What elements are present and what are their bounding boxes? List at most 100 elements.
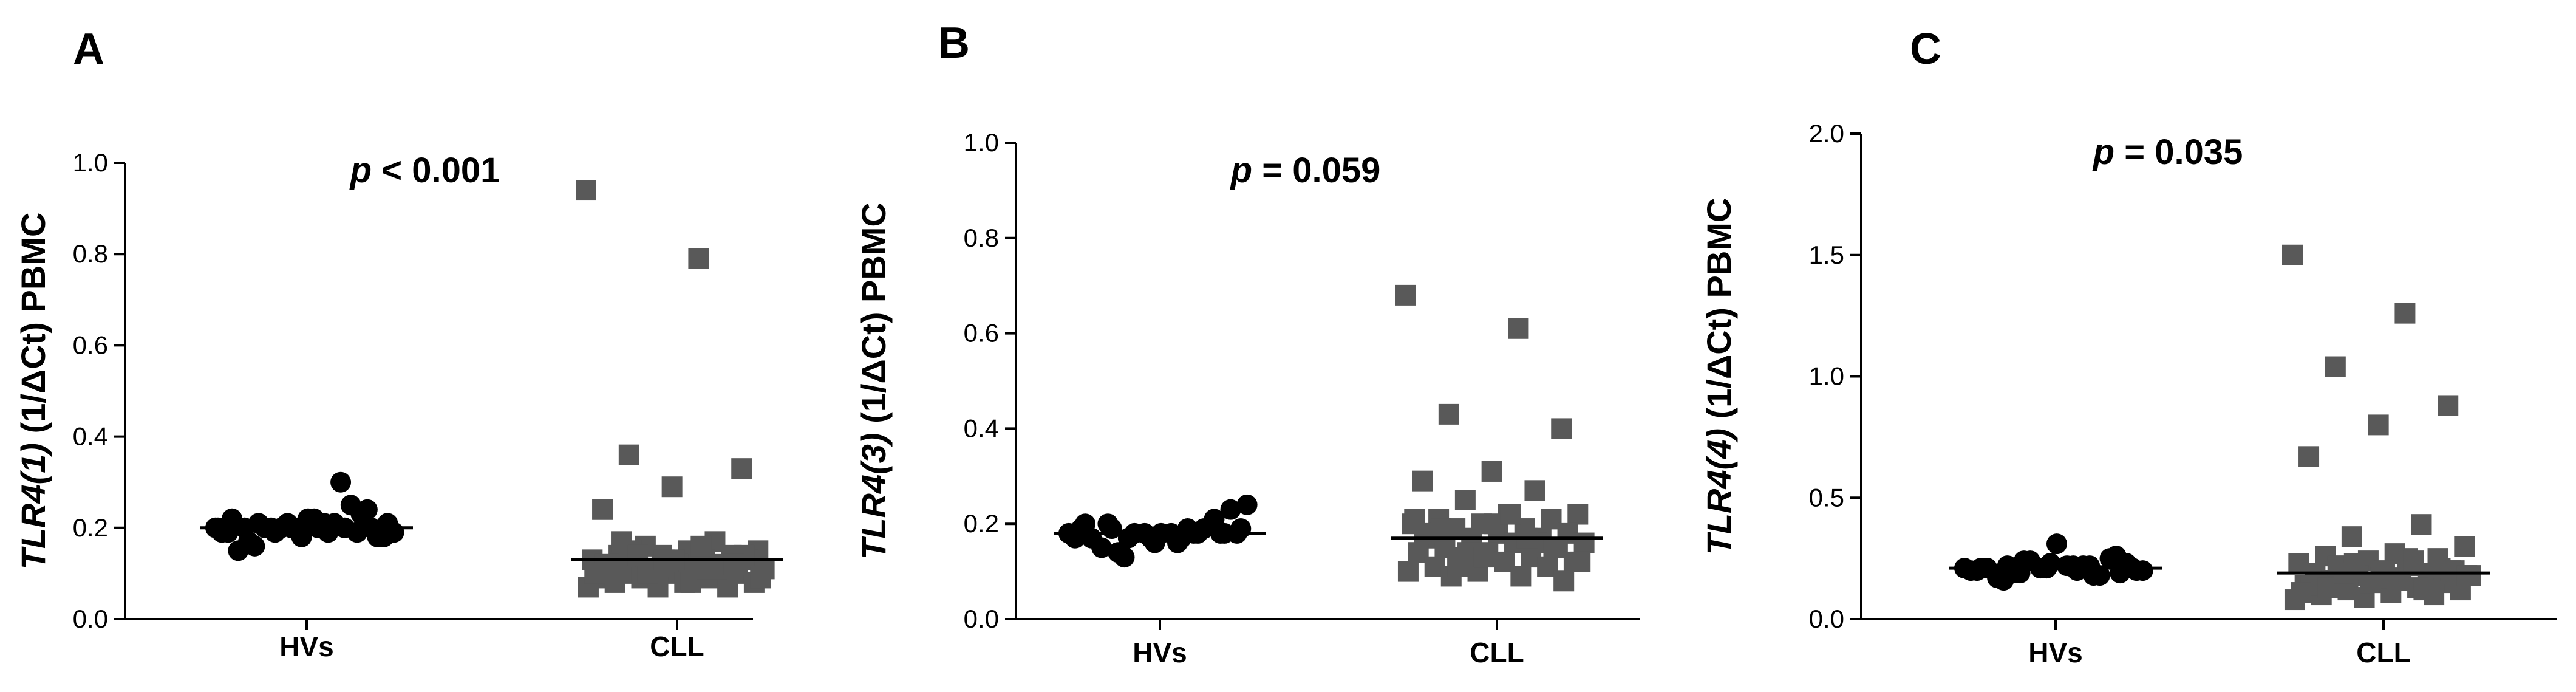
cll-point	[1573, 532, 1595, 553]
p-symbol: p	[349, 151, 372, 190]
cll-point	[750, 567, 771, 589]
x-tick-label: HVs	[279, 631, 333, 662]
cll-point	[1508, 318, 1529, 339]
chart-panel-c: C 0.0 0.5 1.0 1.5 2.0 HVs CLL TLR4(4) (1/ΔCt) PB…	[1700, 25, 2557, 668]
cll-point	[2282, 244, 2303, 265]
y-axis-label-gene: TLR4(4)	[1700, 428, 1738, 555]
cll-point	[2325, 356, 2346, 377]
cll-point	[1395, 284, 1416, 306]
cll-point	[1481, 461, 1502, 482]
cll-point	[576, 180, 596, 201]
y-axis-label: TLR4(1) (1/ΔCt) PBMC	[14, 213, 52, 570]
cll-point	[1500, 504, 1521, 525]
hv-point	[1236, 494, 1258, 515]
cll-point	[1454, 490, 1476, 510]
cll-point	[2456, 565, 2478, 586]
cll-point	[2430, 558, 2451, 579]
hv-point	[2079, 555, 2101, 577]
cll-point	[1553, 570, 1575, 592]
y-tick-label: 0.2	[964, 509, 999, 538]
cll-point	[627, 544, 649, 566]
y-axis-label-unit: (1/ΔCt) PBMC	[14, 213, 52, 443]
hv-point	[1071, 518, 1092, 540]
p-value-annotation: p = 0.035	[2092, 132, 2243, 172]
p-value: = 0.059	[1252, 151, 1380, 190]
cll-point	[2403, 550, 2424, 572]
hv-point	[304, 508, 325, 529]
cll-point	[1567, 504, 1589, 525]
cll-point	[661, 476, 683, 498]
y-axis-label: TLR4(3) (1/ΔCt) PBMC	[854, 202, 893, 560]
hv-point	[373, 526, 394, 547]
y-tick-label: 0.6	[964, 319, 999, 348]
y-tick-label: 0.8	[964, 224, 999, 252]
y-tick-label: 0.0	[73, 605, 108, 633]
hv-point	[1993, 570, 2014, 591]
cll-point	[2368, 414, 2389, 436]
cll-point	[2298, 446, 2320, 467]
chart-panel-a: A 0.0 0.2 0.4 0.6 0.8 1.0 HVs CLL TLR4(1) (1/ΔCt)…	[14, 25, 783, 662]
cll-point	[2454, 536, 2475, 557]
cll-point	[697, 558, 718, 580]
y-tick-label: 1.5	[1809, 241, 1844, 269]
cll-point	[1524, 480, 1545, 501]
y-tick-label: 0.4	[73, 422, 108, 451]
y-tick-label: 0.0	[1809, 605, 1844, 633]
cll-point	[723, 553, 745, 575]
hv-point	[340, 495, 361, 516]
y-tick-label: 2.0	[1809, 119, 1844, 148]
y-tick-label: 0.6	[73, 331, 108, 359]
y-tick-label: 1.0	[964, 128, 999, 157]
y-tick-label: 0.0	[964, 605, 999, 633]
hv-point	[347, 522, 368, 543]
y-tick-label: 0.2	[73, 513, 108, 542]
hv-point	[356, 499, 378, 520]
cll-point	[2411, 514, 2432, 535]
cll-point	[2341, 526, 2362, 547]
p-value-annotation: p < 0.001	[349, 151, 500, 190]
hv-point	[330, 471, 352, 493]
hv-point	[2063, 555, 2084, 577]
cll-point	[1510, 566, 1532, 587]
p-symbol: p	[1230, 151, 1252, 190]
panel-label: C	[1910, 25, 1941, 74]
y-tick-label: 1.0	[73, 148, 108, 177]
cll-point	[1397, 561, 1419, 582]
cll-point	[1447, 556, 1468, 577]
cll-point	[604, 572, 625, 593]
y-axis-label-unit: (1/ΔCt) PBMC	[854, 202, 893, 433]
cll-point	[688, 248, 709, 269]
hv-point	[2009, 563, 2031, 584]
cll-point	[690, 535, 712, 557]
hv-point	[1114, 547, 1135, 568]
hv-point	[1966, 560, 1988, 581]
x-tick-label: CLL	[1470, 637, 1524, 668]
cll-point	[618, 444, 639, 465]
x-tick-label: HVs	[2028, 637, 2082, 668]
p-symbol: p	[2092, 132, 2114, 172]
y-axis-label-unit: (1/ΔCt) PBMC	[1700, 198, 1738, 428]
hv-point	[244, 535, 265, 557]
cll-point	[2291, 582, 2312, 603]
hv-point	[228, 540, 249, 561]
y-axis-label-gene: TLR4(3)	[854, 433, 893, 559]
cll-point	[1570, 551, 1591, 572]
cll-point	[717, 577, 738, 598]
hv-point	[1140, 527, 1162, 549]
y-axis-label-gene: TLR4(1)	[14, 443, 52, 569]
panel-label: A	[73, 25, 104, 74]
y-tick-label: 0.4	[964, 414, 999, 442]
p-value: = 0.035	[2114, 132, 2243, 172]
cll-point	[731, 458, 752, 479]
p-value-annotation: p = 0.059	[1230, 151, 1381, 190]
cll-point	[2360, 572, 2381, 594]
y-tick-label: 0.8	[73, 239, 108, 268]
p-value: < 0.001	[372, 151, 500, 190]
cll-point	[2394, 303, 2416, 324]
hv-point	[277, 513, 298, 534]
panel-label: B	[938, 19, 970, 67]
chart-panel-b: B 0.0 0.2 0.4 0.6 0.8 1.0 HVs CLL TLR4(3) (1/ΔCt)…	[854, 19, 1640, 668]
hv-point	[1097, 513, 1119, 535]
cll-point	[584, 563, 605, 584]
